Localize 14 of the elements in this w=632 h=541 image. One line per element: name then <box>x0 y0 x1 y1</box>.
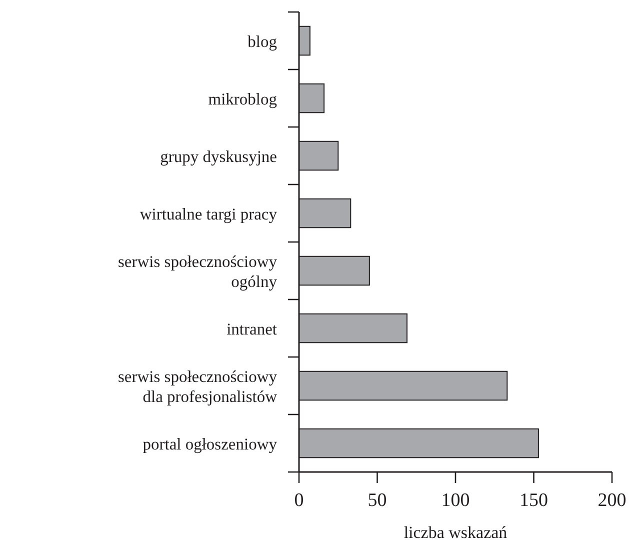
y-tick-label: grupy dyskusyjne <box>160 146 277 166</box>
x-tick-label: 100 <box>441 490 470 511</box>
x-tick-label: 150 <box>520 490 548 511</box>
x-axis-title: liczba wskazań <box>404 523 508 541</box>
y-tick-label: portal ogłoszeniowy <box>142 434 278 454</box>
y-tick-label: serwis społecznościowy dla profesjonalistów <box>118 366 278 406</box>
y-tick-label: blog <box>248 32 277 51</box>
x-tick-label: 50 <box>368 490 387 511</box>
x-tick-label: 200 <box>598 490 626 511</box>
x-tick-label: 0 <box>294 490 304 511</box>
y-tick-label: intranet <box>226 319 278 338</box>
y-tick-label: serwis społecznościowy ogólny <box>118 252 278 291</box>
y-tick-label: wirtualne targi pracy <box>140 204 278 224</box>
y-tick-label: mikroblog <box>208 89 277 108</box>
